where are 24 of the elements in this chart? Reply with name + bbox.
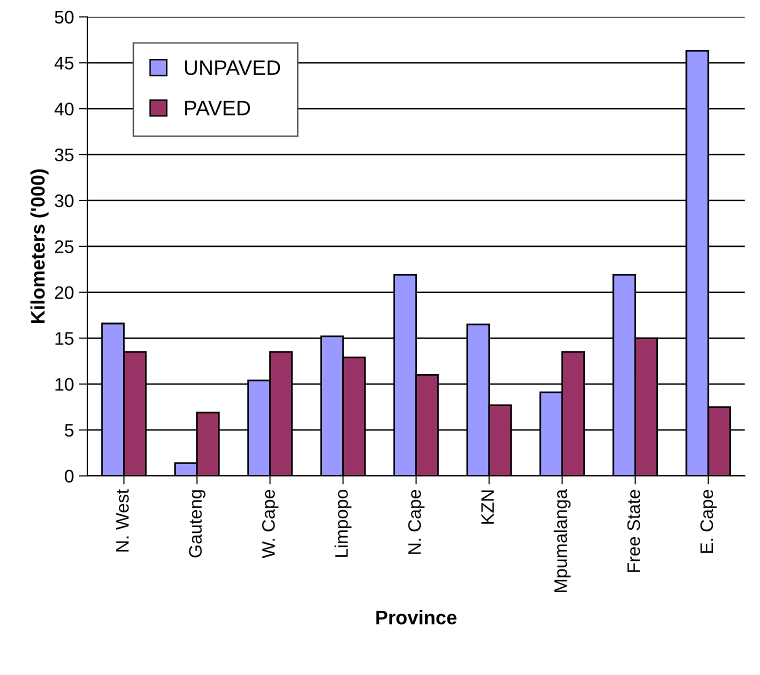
y-tick-label: 45 (54, 56, 74, 70)
y-tick-label: 50 (54, 10, 74, 24)
y-tick-label: 25 (55, 240, 74, 254)
y-tick-label: 15 (56, 332, 74, 345)
y-tick-label: 20 (55, 286, 74, 299)
x-axis-title: Province (376, 610, 457, 624)
y-axis-title: Kilometers ('000) (30, 169, 49, 324)
legend-label: PAVED (185, 100, 250, 116)
x-tick-label: N. Cape (408, 490, 425, 554)
x-tick-label: E. Cape (700, 490, 717, 553)
x-tick-label: Mpumalanga (554, 489, 571, 592)
y-tick-label: 5 (64, 424, 74, 437)
x-tick-label: KZN (481, 490, 494, 524)
y-tick-label: 30 (54, 194, 74, 208)
y-tick-label: 10 (56, 378, 74, 391)
y-tick-label: 35 (54, 148, 74, 162)
x-tick-label: N. West (116, 489, 129, 552)
x-tick-label: Limpopo (334, 490, 352, 557)
x-tick-label: W. Cape (262, 490, 278, 558)
x-tick-label: Free State (627, 490, 640, 572)
x-tick-label: Gauteng (189, 490, 206, 558)
y-tick-label: 40 (54, 102, 74, 116)
y-tick-label: 0 (64, 470, 74, 483)
legend-label: UNPAVED (185, 60, 280, 76)
